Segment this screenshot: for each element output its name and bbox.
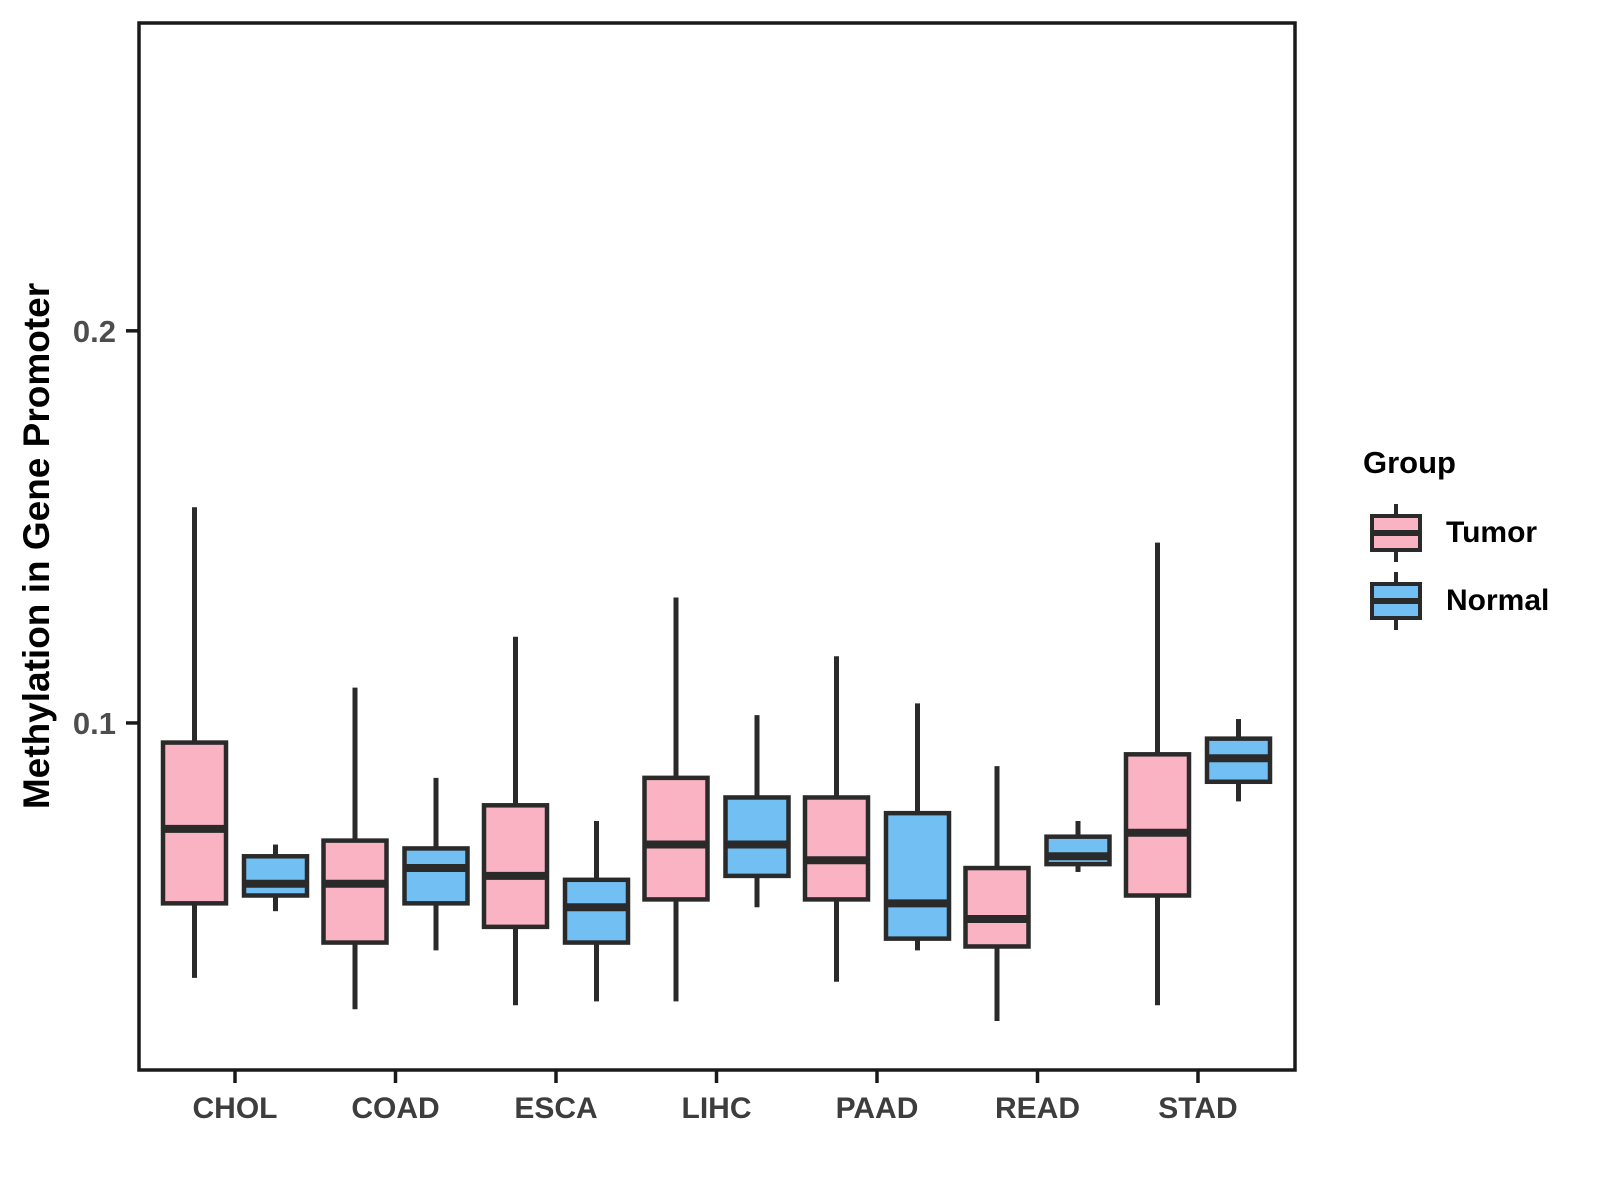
y-axis-title: Methylation in Gene Promoter (16, 282, 57, 810)
plot-panel-border (137, 21, 1297, 1072)
legend-item-normal[interactable]: Normal (1368, 569, 1549, 633)
box-tumor-LIHC (642, 775, 710, 902)
legend-label-normal: Normal (1446, 584, 1550, 617)
box-normal-CHOL (241, 854, 310, 898)
y-tick-label-0.2: 0.2 (73, 314, 116, 349)
y-tick-label-0.1: 0.1 (73, 706, 116, 741)
box-tumor-CHOL (160, 740, 229, 906)
x-tick-label-STAD: STAD (1158, 1092, 1237, 1125)
box-tumor-READ (963, 865, 1031, 949)
legend-item-tumor[interactable]: Tumor (1368, 501, 1549, 565)
legend-label-tumor: Tumor (1446, 516, 1538, 549)
x-tick-label-READ: READ (995, 1092, 1080, 1125)
x-tick-label-LIHC: LIHC (682, 1092, 752, 1125)
tumor-boxplot-key-icon (1370, 504, 1422, 562)
legend-title: Group (1363, 445, 1456, 480)
box-normal-LIHC (723, 795, 791, 879)
box-tumor-PAAD (802, 795, 871, 902)
x-tick-label-PAAD: PAAD (836, 1092, 919, 1125)
box-tumor-ESCA (481, 803, 550, 930)
box-normal-COAD (402, 846, 470, 906)
x-tick-label-COAD: COAD (351, 1092, 439, 1125)
box-normal-PAAD (883, 810, 952, 941)
x-tick-label-CHOL: CHOL (193, 1092, 278, 1125)
box-tumor-COAD (321, 838, 389, 945)
box-tumor-STAD (1123, 752, 1192, 898)
normal-boxplot-key-icon (1370, 572, 1422, 630)
legend: Group Tumor Normal (1340, 445, 1549, 637)
x-tick-label-ESCA: ESCA (514, 1092, 597, 1125)
